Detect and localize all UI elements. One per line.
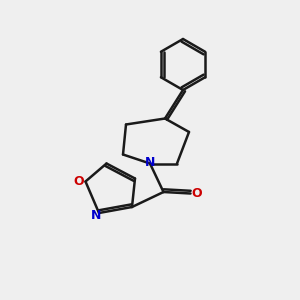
Text: N: N (145, 156, 155, 169)
Text: O: O (192, 187, 203, 200)
Text: O: O (74, 175, 84, 188)
Text: N: N (91, 209, 101, 222)
